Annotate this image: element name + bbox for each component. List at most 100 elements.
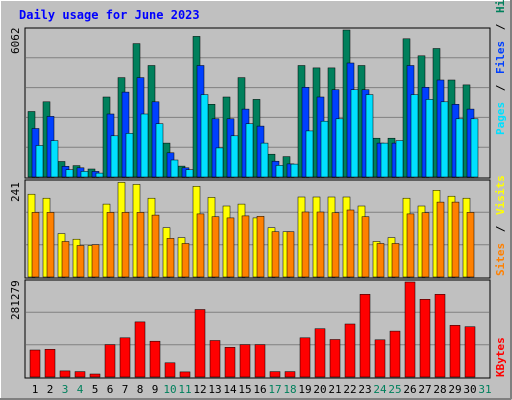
pages-bar-day-29	[455, 118, 464, 178]
kbytes-bar-day-28	[434, 294, 446, 378]
visits-max-label: 241	[9, 182, 22, 202]
kbytes-bar-day-19	[299, 337, 311, 378]
sites-bar-day-30	[466, 212, 475, 278]
sites-bar-day-26	[406, 213, 415, 278]
sites-bar-day-11	[181, 243, 190, 278]
pages-bar-day-28	[440, 101, 449, 178]
sites-bar-day-22	[346, 209, 355, 278]
hits-max-label: 6062	[9, 28, 22, 55]
pages-bar-day-9	[155, 123, 164, 178]
pages-bar-day-6	[110, 135, 119, 178]
legend-sites: Sites	[494, 243, 507, 276]
kbytes-bar-day-26	[404, 281, 416, 378]
visits-panel-frame	[24, 179, 491, 279]
x-label-day-26: 26	[403, 383, 416, 396]
sites-bar-day-21	[331, 212, 340, 278]
x-label-day-12: 12	[193, 383, 206, 396]
sites-bar-day-5	[91, 244, 100, 278]
pages-bar-day-8	[140, 113, 149, 178]
kbytes-bar-day-16	[254, 344, 266, 378]
pages-bar-day-13	[215, 147, 224, 178]
kbytes-bar-day-18	[284, 371, 296, 378]
pages-bar-day-3	[65, 169, 74, 178]
sites-bar-day-19	[301, 211, 310, 278]
sites-bar-day-27	[421, 212, 430, 278]
x-label-day-11: 11	[178, 383, 191, 396]
kbytes-bar-day-4	[74, 371, 86, 378]
pages-bar-day-14	[230, 135, 239, 178]
sites-bar-day-9	[151, 214, 160, 278]
x-label-day-4: 4	[77, 383, 84, 396]
kbytes-bar-day-11	[179, 371, 191, 378]
kbytes-bar-day-24	[374, 339, 386, 378]
x-label-day-10: 10	[163, 383, 176, 396]
kbytes-bar-day-21	[329, 339, 341, 378]
kbytes-bar-day-2	[44, 349, 56, 378]
pages-bar-day-2	[50, 140, 59, 178]
legend-sep-3: /	[494, 225, 507, 232]
pages-bar-day-25	[395, 140, 404, 178]
sites-bar-day-7	[121, 212, 130, 278]
legend-pages: Pages	[494, 102, 507, 135]
pages-bar-day-24	[380, 142, 389, 178]
pages-bar-day-4	[80, 171, 89, 178]
sites-bar-day-25	[391, 243, 400, 278]
bars	[27, 29, 479, 378]
sites-bar-day-20	[316, 211, 325, 278]
pages-bar-day-17	[275, 165, 284, 178]
x-label-day-16: 16	[253, 383, 266, 396]
kbytes-bar-day-6	[104, 344, 116, 378]
pages-bar-day-21	[335, 118, 344, 178]
kbytes-bar-day-8	[134, 321, 146, 378]
kbytes-bar-day-29	[449, 325, 461, 378]
kbytes-max-label: 281279	[9, 280, 22, 320]
x-label-day-1: 1	[32, 383, 39, 396]
chart-title: Daily usage for June 2023	[19, 8, 200, 22]
sites-bar-day-29	[451, 201, 460, 278]
kbytes-bar-day-3	[59, 370, 71, 378]
x-label-day-7: 7	[122, 383, 129, 396]
pages-bar-day-1	[35, 145, 44, 178]
x-axis-labels: 1 2 3 4 5 6 7 8 9 10 11 12 13 14 15 16 17 18 19 20 21 22 23 24 2…	[32, 383, 492, 396]
kbytes-legend: KBytes	[494, 337, 507, 377]
pages-bar-day-30	[470, 118, 479, 178]
x-label-day-6: 6	[107, 383, 114, 396]
sites-bar-day-15	[241, 215, 250, 278]
kbytes-bar-day-13	[209, 340, 221, 378]
pages-bar-day-20	[320, 120, 329, 178]
x-label-day-8: 8	[137, 383, 144, 396]
sites-bar-day-13	[211, 216, 220, 278]
pages-bar-day-23	[365, 94, 374, 178]
kbytes-bar-day-23	[359, 294, 371, 378]
x-label-day-20: 20	[313, 383, 326, 396]
x-label-day-5: 5	[92, 383, 99, 396]
kbytes-bar-day-17	[269, 371, 281, 378]
sites-bar-day-12	[196, 213, 205, 278]
visits-legend: Sites / Visits	[494, 175, 507, 276]
x-label-day-31: 31	[478, 383, 491, 396]
kbytes-bar-day-14	[224, 347, 236, 378]
x-label-day-21: 21	[328, 383, 341, 396]
kbytes-bar-day-27	[419, 299, 431, 378]
pages-bar-day-18	[290, 163, 299, 178]
x-label-day-15: 15	[238, 383, 251, 396]
x-label-day-24: 24	[373, 383, 387, 396]
pages-bar-day-15	[245, 123, 254, 178]
x-label-day-28: 28	[433, 383, 446, 396]
sites-bar-day-6	[106, 212, 115, 278]
x-label-day-2: 2	[47, 383, 54, 396]
legend-hits: Hits	[494, 0, 507, 13]
sites-bar-day-4	[76, 245, 85, 278]
pages-bar-day-12	[200, 94, 209, 178]
kbytes-bar-day-1	[29, 349, 41, 378]
kbytes-bar-day-7	[119, 337, 131, 378]
sites-bar-day-28	[436, 201, 445, 278]
sites-bar-day-14	[226, 217, 235, 278]
x-label-day-18: 18	[283, 383, 296, 396]
legend-sep-2: /	[494, 23, 507, 30]
x-label-day-9: 9	[152, 383, 159, 396]
sites-bar-day-2	[46, 212, 55, 278]
x-label-day-19: 19	[298, 383, 311, 396]
